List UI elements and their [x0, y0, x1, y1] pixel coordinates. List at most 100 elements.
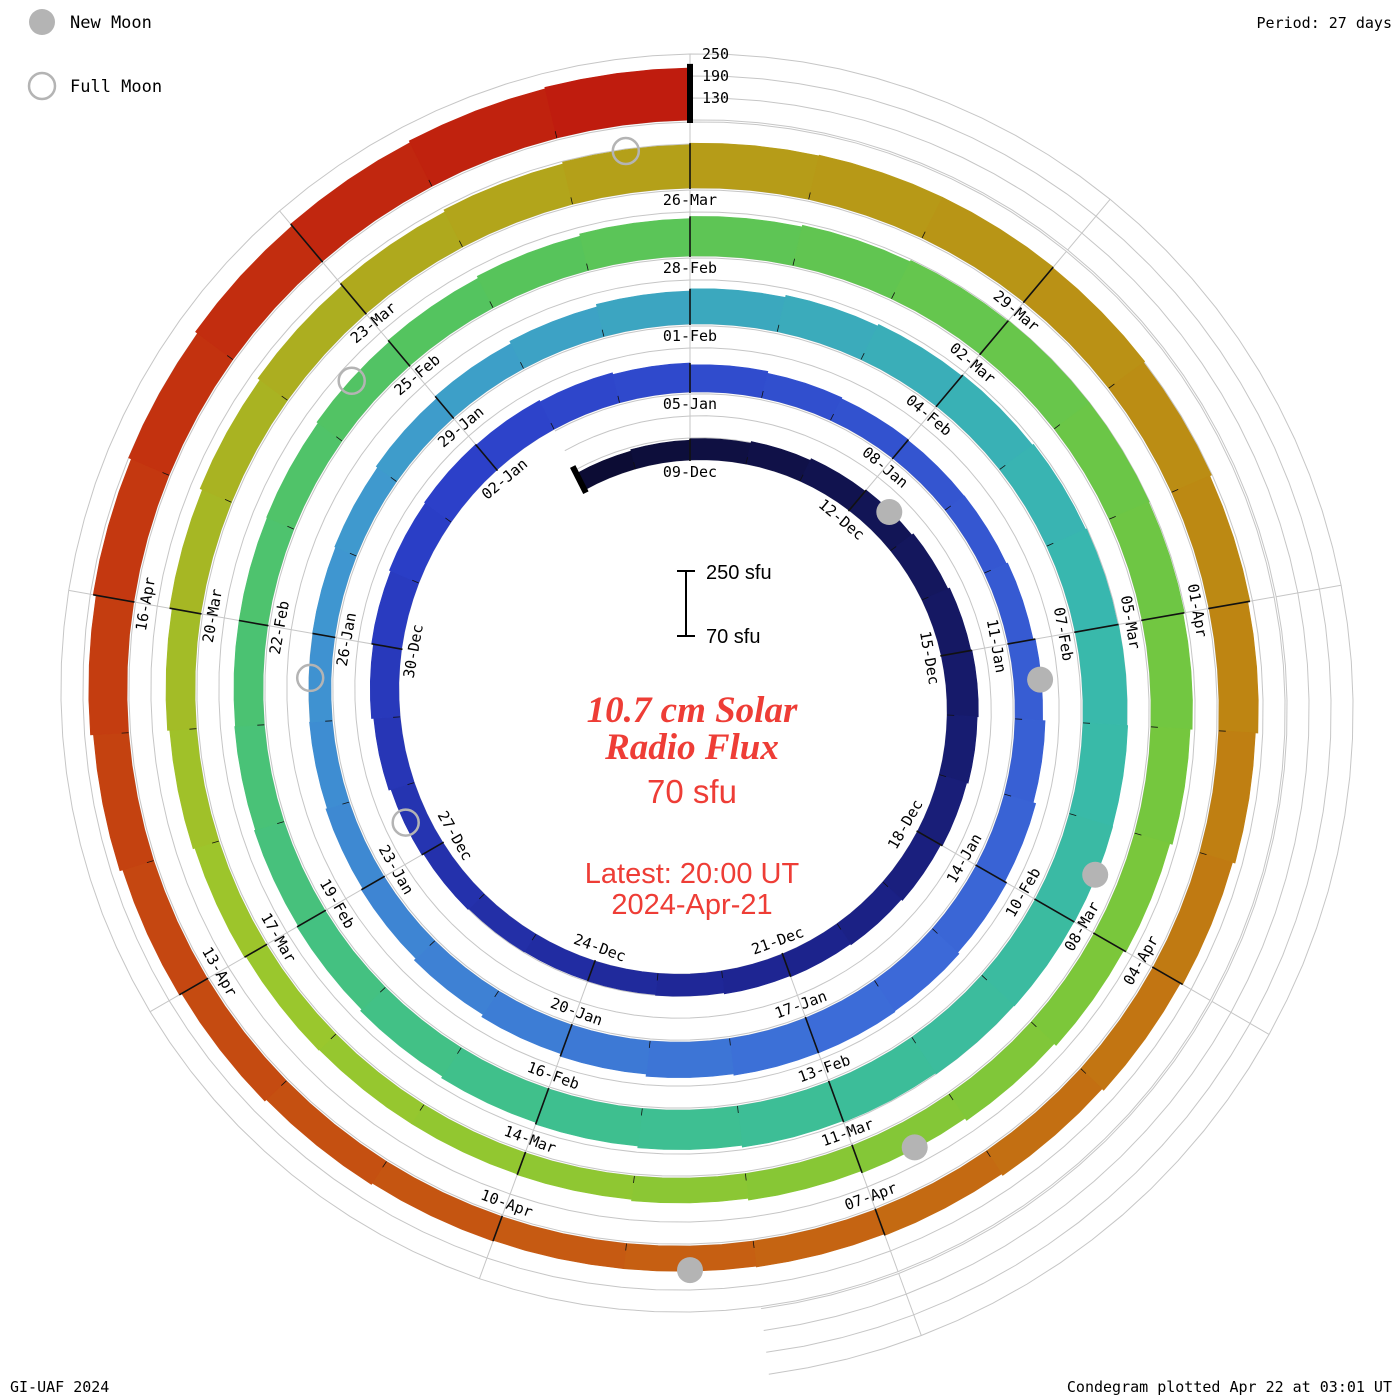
flux-bar	[434, 343, 524, 419]
date-label: 26-Mar	[663, 191, 717, 209]
flux-scale-min-label: 70 sfu	[706, 626, 760, 648]
flux-bar	[325, 801, 385, 890]
flux-bar	[1141, 612, 1193, 730]
flux-bar	[1069, 722, 1129, 827]
flux-bar	[587, 960, 659, 995]
new-moon-marker	[1082, 861, 1109, 888]
flux-bar	[475, 399, 555, 471]
flux-bar	[544, 67, 691, 139]
flux-bar	[575, 450, 636, 491]
spiral-plot: 09-Dec12-Dec15-Dec18-Dec21-Dec24-Dec27-D…	[60, 45, 1354, 1375]
flux-bar	[408, 88, 558, 187]
flux-bar	[234, 724, 285, 831]
flux-bar	[745, 1145, 862, 1201]
flux-bar	[309, 720, 350, 809]
flux-bar	[1199, 730, 1256, 864]
flux-bar	[360, 986, 462, 1077]
flux-bar	[373, 716, 415, 791]
flux-bar	[233, 620, 268, 727]
new-moon-legend-label: New Moon	[70, 13, 152, 33]
flux-bar	[481, 990, 573, 1055]
new-moon-marker	[901, 1134, 928, 1161]
flux-bar	[266, 422, 343, 530]
flux-bar	[1080, 966, 1181, 1091]
moon-legend: New Moon Full Moon	[27, 9, 162, 101]
flux-bar	[1171, 475, 1251, 609]
flux-bar	[689, 364, 769, 399]
date-label: 05-Jan	[663, 395, 717, 413]
flux-bar	[516, 1152, 635, 1200]
flux-bar	[938, 714, 978, 784]
flux-bar	[93, 732, 154, 872]
flux-bar	[940, 649, 979, 718]
new-moon-marker	[1027, 666, 1054, 693]
flux-bar	[334, 466, 397, 557]
date-label: 09-Dec	[663, 463, 717, 481]
flux-scale-max-label: 250 sfu	[706, 562, 772, 584]
flux-bar	[199, 379, 288, 503]
full-moon-legend-label: Full Moon	[70, 77, 162, 97]
flux-bar	[655, 970, 725, 997]
flux-bar	[413, 940, 500, 1016]
flux-bar	[122, 860, 208, 996]
flux-bar	[509, 306, 605, 369]
flux-bar	[761, 372, 843, 421]
radial-axis-tick-label: 130	[702, 89, 729, 107]
radial-axis-labels: 130 190 250	[702, 45, 729, 107]
flux-bar	[745, 441, 811, 482]
new-moon-marker	[876, 499, 903, 525]
chart-title-line1: 10.7 cm Solar	[587, 690, 798, 731]
new-moon-marker	[677, 1257, 703, 1284]
flux-bar	[645, 1038, 735, 1078]
flux-bar	[1023, 267, 1146, 389]
flux-bar	[721, 953, 791, 995]
flux-bar	[165, 608, 201, 731]
flux-bar	[387, 277, 494, 367]
flux-bar	[441, 1047, 549, 1123]
flux-bar	[776, 294, 879, 360]
full-moon-legend-icon	[27, 71, 57, 101]
full-moon-marker	[391, 808, 420, 837]
flux-bar	[729, 1017, 819, 1076]
flux-bars	[88, 67, 1259, 1272]
flux-bar	[737, 1081, 844, 1148]
flux-bar	[981, 898, 1075, 1007]
flux-bar	[882, 830, 942, 901]
flux-bar	[1030, 932, 1125, 1046]
flux-bar	[1208, 601, 1259, 734]
full-moon-marker	[611, 136, 641, 166]
flux-bar	[637, 1105, 743, 1150]
flux-bar	[752, 1209, 885, 1268]
spiral-caps	[570, 63, 693, 495]
flux-scale	[677, 570, 695, 637]
period-label: Period: 27 days	[1257, 14, 1392, 32]
credit-label: GI-UAF 2024	[10, 1378, 109, 1396]
flux-bar	[1108, 361, 1212, 493]
latest-date-label: 2024-Apr-21	[611, 889, 772, 921]
chart-subtitle: 70 sfu	[647, 773, 737, 810]
radial-axis-tick-label: 190	[702, 67, 729, 85]
flux-bar	[539, 372, 620, 430]
flux-bar	[492, 1216, 627, 1270]
full-moon-marker	[295, 663, 325, 693]
flux-bar	[468, 893, 537, 953]
flux-bar	[1152, 852, 1233, 985]
flux-bar	[1074, 624, 1128, 726]
plotted-timestamp: Condegram plotted Apr 22 at 03:01 UT	[1067, 1378, 1392, 1396]
date-label: 01-Feb	[663, 327, 717, 345]
flux-bar	[181, 978, 287, 1102]
flux-bar	[828, 1036, 936, 1123]
flux-bar	[948, 1021, 1055, 1121]
flux-bar	[169, 728, 220, 850]
flux-bar	[986, 1068, 1103, 1176]
new-moon-legend-icon	[29, 9, 55, 35]
flux-bar	[476, 235, 589, 309]
flux-bar	[1053, 402, 1150, 520]
moon-markers	[295, 136, 1109, 1284]
latest-time-label: Latest: 20:00 UT	[585, 858, 800, 890]
radial-axis-tick-label: 250	[702, 45, 729, 63]
date-label: 28-Feb	[663, 259, 717, 277]
flux-bar	[808, 154, 943, 239]
